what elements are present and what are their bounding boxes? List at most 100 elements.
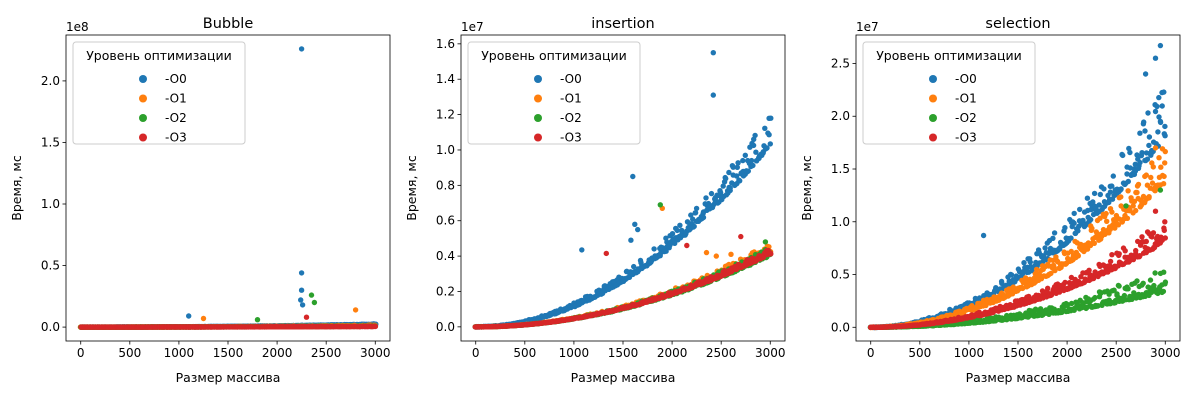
- data-point: [766, 132, 772, 138]
- data-point: [720, 183, 726, 189]
- data-point: [1125, 286, 1131, 292]
- data-point: [1079, 218, 1086, 224]
- data-point: [1140, 280, 1146, 286]
- x-tick-label: 2000: [1052, 346, 1083, 360]
- data-point: [1135, 181, 1142, 188]
- data-point: [1112, 225, 1118, 231]
- legend-marker: [534, 114, 542, 122]
- y-tick-label: 1.0: [831, 215, 850, 229]
- data-point: [1110, 173, 1117, 179]
- data-point: [750, 162, 756, 169]
- x-tick-label: 2000: [262, 346, 293, 360]
- data-point: [1008, 272, 1015, 278]
- series-o3: [867, 208, 1169, 331]
- data-point: [1097, 215, 1103, 221]
- data-point: [742, 152, 748, 158]
- data-point: [1071, 210, 1077, 217]
- data-point: [1122, 248, 1128, 254]
- data-point: [1147, 277, 1154, 283]
- data-point: [1086, 267, 1092, 273]
- y-tick-label: 1.0: [436, 143, 455, 157]
- data-point: [674, 227, 680, 234]
- data-point: [1027, 256, 1033, 262]
- y-tick-label: 0.5: [41, 259, 60, 273]
- data-point: [672, 240, 678, 246]
- y-axis-multiplier: 1e8: [66, 20, 89, 34]
- x-tick-label: 2000: [657, 346, 688, 360]
- data-point: [1141, 119, 1147, 125]
- legend-label: -O1: [165, 92, 187, 106]
- x-tick-label: 500: [513, 346, 536, 360]
- y-tick-label: 0.0: [41, 320, 60, 334]
- x-axis-label: Размер массива: [176, 370, 281, 385]
- data-point: [1068, 235, 1074, 241]
- data-point: [1106, 291, 1112, 297]
- data-point: [703, 195, 709, 201]
- data-point: [1033, 266, 1040, 273]
- chart-panel-insertion: 0 500 1000 1500 2000 2500 30000.00.20.40.60.81…: [404, 16, 786, 385]
- data-point: [1156, 114, 1162, 120]
- data-point: [1109, 183, 1115, 189]
- data-point: [1158, 164, 1164, 170]
- data-point: [1157, 119, 1164, 126]
- data-point: [1109, 252, 1115, 258]
- data-point: [1135, 165, 1142, 171]
- y-tick-label: 2.0: [41, 74, 60, 88]
- data-point: [1106, 199, 1112, 205]
- data-point: [1150, 164, 1157, 170]
- data-point: [1146, 194, 1152, 200]
- y-tick-label: 0.8: [436, 178, 455, 192]
- outlier-point: [684, 242, 690, 249]
- y-tick-label: 1.5: [831, 162, 850, 176]
- data-point: [1161, 225, 1167, 231]
- legend-label: -O3: [165, 131, 187, 145]
- outlier-point: [738, 233, 744, 240]
- data-point: [1162, 133, 1168, 139]
- data-point: [1134, 152, 1140, 158]
- data-point: [1082, 222, 1089, 228]
- outlier-point: [1123, 203, 1129, 209]
- outlier-point: [1152, 208, 1159, 214]
- data-point: [762, 125, 768, 131]
- data-point: [1134, 189, 1140, 196]
- data-point: [1149, 234, 1155, 240]
- data-point: [1137, 159, 1143, 166]
- data-point: [1125, 178, 1132, 185]
- data-point: [752, 132, 758, 139]
- legend-marker: [139, 114, 147, 122]
- data-point: [1101, 186, 1107, 192]
- legend-label: -O0: [165, 72, 187, 86]
- data-point: [1162, 219, 1168, 225]
- x-tick-label: 1000: [954, 346, 985, 360]
- data-point: [1152, 270, 1158, 276]
- outlier-point: [713, 253, 719, 259]
- data-point: [767, 141, 773, 147]
- data-point: [764, 145, 770, 151]
- outlier-point: [308, 292, 315, 298]
- data-point: [1133, 207, 1139, 214]
- outlier-point: [630, 173, 636, 180]
- data-point: [1068, 300, 1075, 307]
- data-point: [1127, 165, 1134, 171]
- data-point: [1071, 220, 1077, 226]
- outlier-point: [980, 232, 987, 239]
- x-tick-label: 2500: [311, 346, 342, 360]
- data-point: [1156, 94, 1162, 101]
- data-point: [1104, 218, 1110, 224]
- data-point: [1090, 199, 1096, 205]
- data-point: [1127, 149, 1133, 156]
- data-point: [723, 175, 729, 182]
- x-tick-label: 1500: [213, 346, 244, 360]
- data-point: [1107, 189, 1114, 195]
- outlier-point: [710, 92, 716, 98]
- y-tick-label: 0.4: [436, 249, 455, 263]
- legend-label: -O3: [560, 131, 582, 145]
- data-point: [1103, 210, 1109, 217]
- data-point: [651, 246, 657, 252]
- x-tick-label: 0: [867, 346, 875, 360]
- data-point: [1143, 172, 1150, 178]
- data-point: [1149, 180, 1156, 186]
- data-point: [1092, 294, 1098, 301]
- outlier-point: [311, 299, 318, 306]
- data-point: [677, 222, 683, 228]
